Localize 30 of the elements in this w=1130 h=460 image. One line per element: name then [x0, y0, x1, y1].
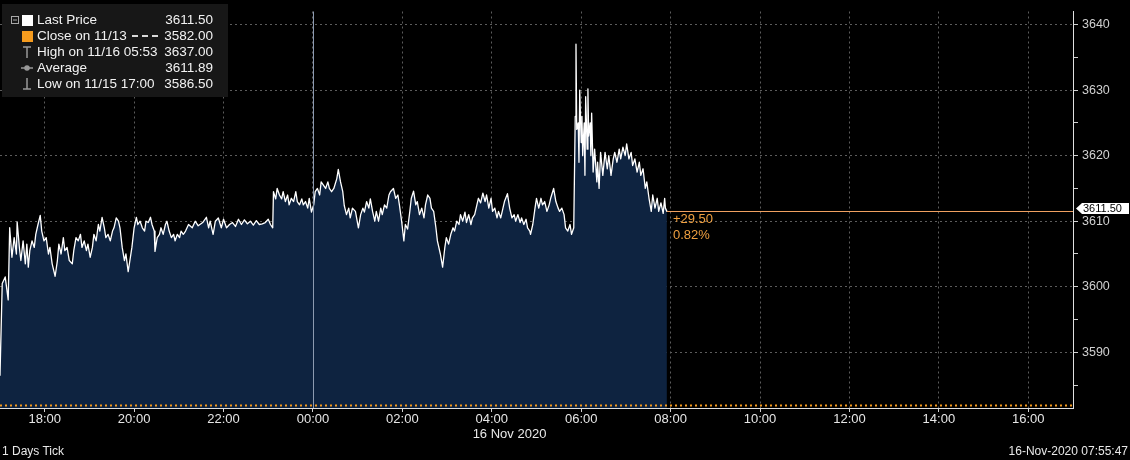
y-tick-label: 3610 — [1082, 213, 1110, 228]
annotation: Low on 11/15 17:00 3586.50 — [37, 76, 213, 92]
y-tick-label: 3640 — [1082, 17, 1110, 32]
x-tick-label: 20:00 — [117, 411, 151, 427]
x-tick-label: 04:00 — [475, 411, 509, 427]
x-tick-label: 10:00 — [743, 411, 777, 427]
text: Average 3611.89 — [37, 60, 213, 75]
y-tick-label: 3600 — [1082, 279, 1110, 294]
y-tick-label: 3590 — [1082, 344, 1110, 359]
annotation: High on 11/16 05:53 3637.00 — [37, 44, 213, 60]
x-tick-label: 08:00 — [654, 411, 687, 427]
legend-label: Last Price — [37, 12, 98, 28]
text: Close on 11/13 3582.00 — [37, 28, 213, 43]
y-tick-label: 3630 — [1082, 82, 1110, 97]
x-tick-label: 12:00 — [833, 411, 866, 427]
y-tick-label: 3620 — [1082, 148, 1110, 163]
annotation: +29.50 — [672, 211, 714, 227]
x-tick-label: 06:00 — [564, 411, 598, 427]
annotation: 0.82% — [672, 227, 711, 243]
x-tick-label: 02:00 — [386, 411, 419, 427]
text: 16-Nov-2020 07:55:47 — [1008, 444, 1129, 459]
text: 3611.50 — [165, 12, 213, 27]
ref-line-label: 3611.50 — [1083, 202, 1122, 215]
x-tick-label: 16:00 — [1012, 411, 1045, 427]
x-axis-title: 16 Nov 2020 — [472, 425, 547, 441]
x-tick-label: 00:00 — [296, 411, 330, 427]
text: 1 Days Tick — [2, 444, 66, 459]
x-tick-label: 18:00 — [28, 411, 61, 427]
x-tick-label: 14:00 — [922, 411, 956, 427]
x-tick-label: 22:00 — [207, 411, 240, 427]
